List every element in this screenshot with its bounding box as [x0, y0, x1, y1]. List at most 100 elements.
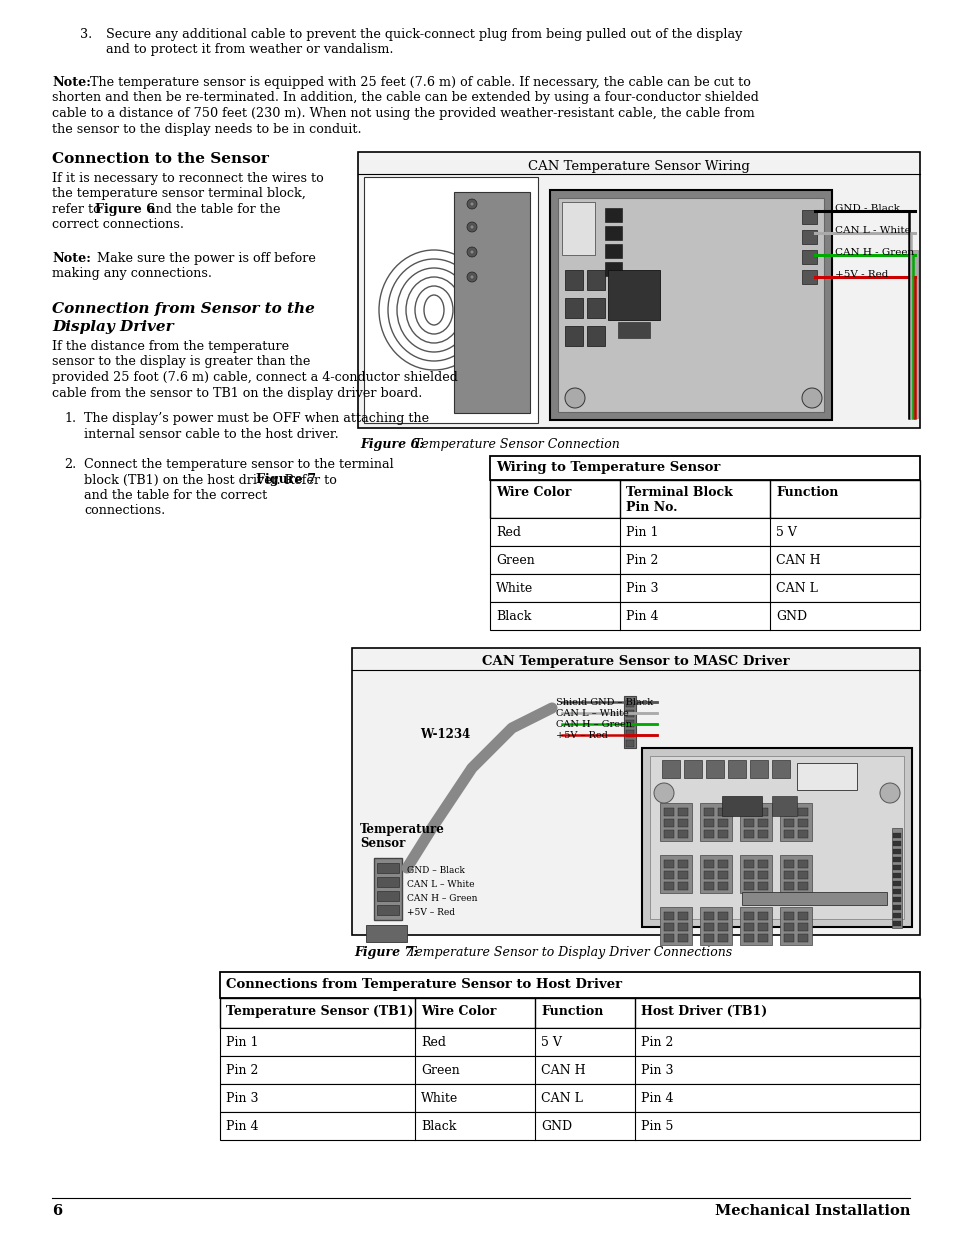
Bar — [625, 710, 634, 718]
Bar — [220, 998, 919, 1028]
Bar — [564, 270, 582, 290]
Bar — [663, 923, 673, 931]
Bar — [703, 860, 713, 868]
Text: cable from the sensor to TB1 on the display driver board.: cable from the sensor to TB1 on the disp… — [52, 387, 422, 399]
Circle shape — [470, 249, 474, 254]
Text: block (TB1) on the host driver. Refer to: block (TB1) on the host driver. Refer to — [84, 473, 340, 487]
Bar — [783, 860, 793, 868]
Text: CAN Temperature Sensor Wiring: CAN Temperature Sensor Wiring — [528, 161, 749, 173]
Bar — [743, 830, 753, 839]
Text: making any connections.: making any connections. — [52, 268, 212, 280]
Circle shape — [467, 222, 476, 232]
Text: +5V – Red: +5V – Red — [556, 731, 607, 740]
Text: CAN H: CAN H — [540, 1065, 585, 1077]
Bar — [663, 871, 673, 879]
Bar — [892, 873, 900, 878]
Bar — [743, 808, 753, 816]
Bar — [758, 934, 767, 942]
Bar — [220, 972, 919, 998]
Bar — [618, 322, 649, 338]
Bar — [678, 934, 687, 942]
Text: CAN H: CAN H — [775, 555, 820, 567]
Text: +5V - Red: +5V - Red — [834, 270, 887, 279]
Bar — [780, 906, 811, 945]
Bar — [663, 934, 673, 942]
Text: The display’s power must be OFF when attaching the: The display’s power must be OFF when att… — [84, 412, 429, 425]
Circle shape — [470, 203, 474, 206]
Bar — [740, 906, 771, 945]
Bar — [758, 871, 767, 879]
Bar — [721, 797, 761, 816]
Bar — [376, 863, 398, 873]
Text: correct connections.: correct connections. — [52, 219, 184, 231]
Bar — [718, 911, 727, 920]
Bar — [727, 760, 745, 778]
Text: Connection from Sensor to the: Connection from Sensor to the — [52, 303, 314, 316]
Bar — [604, 262, 621, 275]
Circle shape — [467, 272, 476, 282]
Bar — [758, 830, 767, 839]
Bar — [703, 830, 713, 839]
Bar — [718, 871, 727, 879]
Bar — [892, 832, 900, 839]
Bar — [490, 456, 919, 480]
Bar — [703, 819, 713, 827]
Bar — [783, 808, 793, 816]
Circle shape — [801, 388, 821, 408]
Bar — [743, 871, 753, 879]
Bar — [801, 270, 816, 284]
Bar — [641, 748, 911, 927]
Text: 3.: 3. — [80, 28, 92, 41]
Bar — [780, 855, 811, 893]
Text: Connections from Temperature Sensor to Host Driver: Connections from Temperature Sensor to H… — [226, 978, 621, 990]
Text: Figure 7: Figure 7 — [255, 473, 315, 487]
Bar — [374, 858, 401, 920]
Bar — [663, 808, 673, 816]
Bar — [892, 913, 900, 918]
Bar — [892, 848, 900, 853]
Text: 5 V: 5 V — [775, 526, 796, 538]
Bar — [678, 808, 687, 816]
Bar — [376, 877, 398, 887]
Bar — [749, 760, 767, 778]
Circle shape — [467, 199, 476, 209]
Bar — [490, 574, 919, 601]
Text: Pin 4: Pin 4 — [625, 610, 658, 622]
Bar — [661, 760, 679, 778]
Bar — [892, 897, 900, 902]
Bar — [659, 855, 691, 893]
Text: CAN H – Green: CAN H – Green — [407, 894, 477, 903]
Bar — [550, 190, 831, 420]
Circle shape — [564, 388, 584, 408]
Bar — [771, 797, 796, 816]
Bar — [454, 191, 530, 412]
Bar — [607, 270, 659, 320]
Bar — [678, 923, 687, 931]
Bar — [490, 546, 919, 574]
Bar — [892, 857, 900, 862]
Bar — [683, 760, 701, 778]
Text: refer to: refer to — [52, 203, 105, 216]
Bar — [797, 923, 807, 931]
Bar — [659, 906, 691, 945]
Bar — [892, 905, 900, 910]
Bar — [663, 860, 673, 868]
Bar — [604, 207, 621, 222]
Bar — [490, 517, 919, 546]
Bar — [801, 210, 816, 224]
Bar — [758, 860, 767, 868]
Bar — [743, 911, 753, 920]
Bar — [783, 819, 793, 827]
Bar — [718, 819, 727, 827]
Bar — [490, 601, 919, 630]
Bar — [586, 326, 604, 346]
Bar — [357, 152, 919, 429]
Bar — [718, 934, 727, 942]
Text: shorten and then be re-terminated. In addition, the cable can be extended by usi: shorten and then be re-terminated. In ad… — [52, 91, 758, 105]
Bar — [561, 203, 595, 254]
Bar — [801, 249, 816, 264]
Text: Pin 2: Pin 2 — [226, 1065, 258, 1077]
Bar — [758, 911, 767, 920]
Bar — [663, 882, 673, 890]
Text: and to protect it from weather or vandalism.: and to protect it from weather or vandal… — [106, 43, 393, 57]
